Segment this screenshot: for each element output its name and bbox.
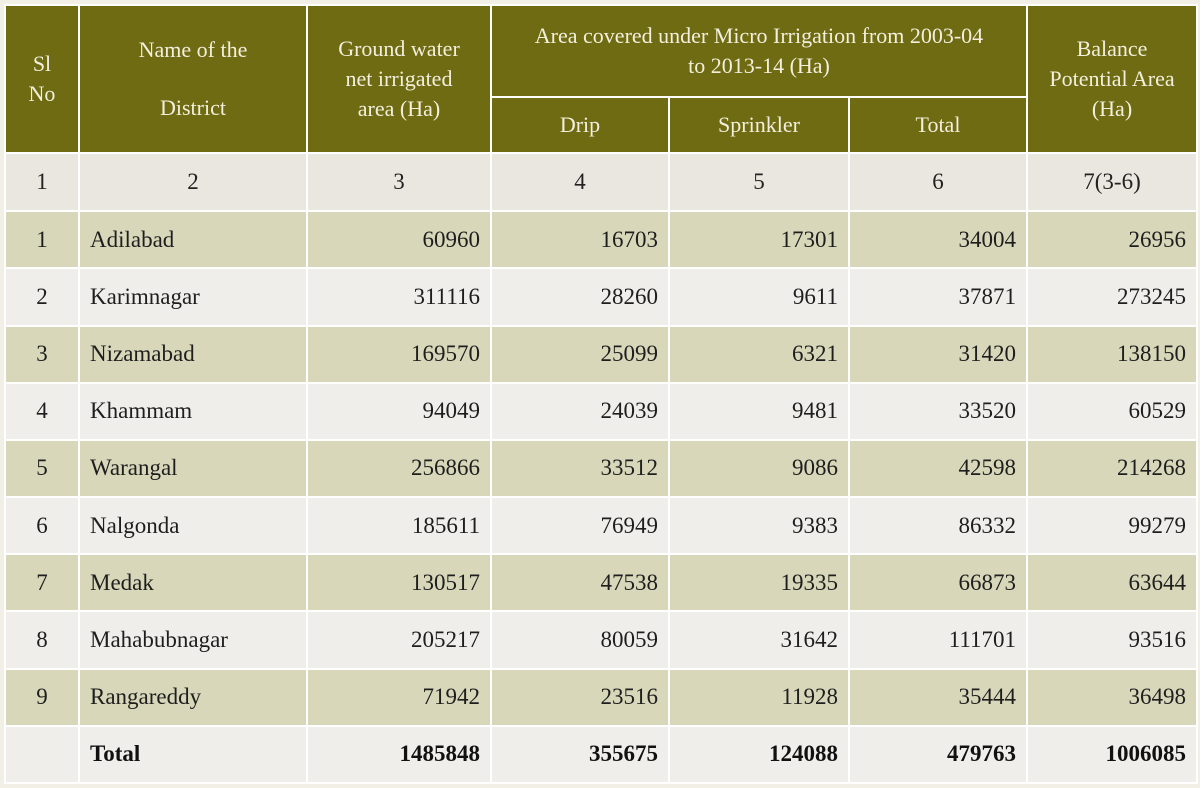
sprinkler-cell: 11928 bbox=[668, 667, 850, 727]
drip-cell: 23516 bbox=[490, 667, 670, 727]
drip-cell: 28260 bbox=[490, 267, 670, 327]
district-cell: Rangareddy bbox=[78, 667, 308, 727]
total-cell: 31420 bbox=[848, 324, 1028, 384]
sl-no-cell: 3 bbox=[4, 324, 80, 384]
drip-cell: 16703 bbox=[490, 210, 670, 270]
sl-no-cell: 8 bbox=[4, 610, 80, 670]
header-row-bottom: Drip Sprinkler Total bbox=[5, 96, 1197, 154]
totals-total: 479763 bbox=[848, 724, 1028, 785]
balance-cell: 26956 bbox=[1026, 210, 1198, 270]
sl-no-cell: 6 bbox=[4, 496, 80, 556]
drip-cell: 24039 bbox=[490, 381, 670, 441]
table-row: 1 Adilabad 60960 16703 17301 34004 26956 bbox=[4, 210, 1198, 270]
total-cell: 33520 bbox=[848, 381, 1028, 441]
table-row: 9 Rangareddy 71942 23516 11928 35444 364… bbox=[4, 667, 1198, 727]
balance-cell: 214268 bbox=[1026, 438, 1198, 499]
district-cell: Khammam bbox=[78, 381, 308, 441]
ground-water-cell: 185611 bbox=[306, 496, 492, 556]
table-row: 3 Nizamabad 169570 25099 6321 31420 1381… bbox=[4, 324, 1198, 384]
drip-cell: 80059 bbox=[490, 610, 670, 670]
balance-cell: 60529 bbox=[1026, 381, 1198, 441]
header-ground-water: Ground water net irrigated area (Ha) bbox=[306, 4, 492, 154]
sl-no-cell: 1 bbox=[4, 210, 80, 270]
header-district: Name of the District bbox=[78, 4, 308, 154]
totals-balance: 1006085 bbox=[1026, 724, 1198, 785]
ground-water-cell: 60960 bbox=[306, 210, 492, 270]
header-drip: Drip bbox=[490, 96, 670, 154]
district-cell: Adilabad bbox=[78, 210, 308, 270]
column-number: 4 bbox=[490, 151, 670, 213]
ground-water-cell: 94049 bbox=[306, 381, 492, 441]
column-number: 3 bbox=[306, 151, 492, 213]
balance-cell: 93516 bbox=[1026, 610, 1198, 670]
header-sl-no: Sl No bbox=[4, 4, 80, 154]
column-number-row: 1 2 3 4 5 6 7(3-6) bbox=[4, 151, 1198, 213]
balance-cell: 36498 bbox=[1026, 667, 1198, 727]
totals-ground-water: 1485848 bbox=[306, 724, 492, 785]
totals-drip: 355675 bbox=[490, 724, 670, 785]
balance-cell: 63644 bbox=[1026, 553, 1198, 613]
sprinkler-cell: 9086 bbox=[668, 438, 850, 499]
total-cell: 86332 bbox=[848, 496, 1028, 556]
ground-water-cell: 169570 bbox=[306, 324, 492, 384]
totals-sl-cell bbox=[4, 724, 80, 785]
column-number: 5 bbox=[668, 151, 850, 213]
header-total: Total bbox=[848, 96, 1028, 154]
column-number: 6 bbox=[848, 151, 1028, 213]
column-number: 2 bbox=[78, 151, 308, 213]
sl-no-cell: 5 bbox=[4, 438, 80, 499]
irrigation-table: Sl No Name of the District Ground water … bbox=[4, 4, 1198, 785]
ground-water-cell: 256866 bbox=[306, 438, 492, 499]
ground-water-cell: 71942 bbox=[306, 667, 492, 727]
district-cell: Nalgonda bbox=[78, 496, 308, 556]
table-row: 2 Karimnagar 311116 28260 9611 37871 273… bbox=[4, 267, 1198, 327]
table-row: 5 Warangal 256866 33512 9086 42598 21426… bbox=[4, 438, 1198, 499]
column-number: 1 bbox=[4, 151, 80, 213]
header-sprinkler: Sprinkler bbox=[668, 96, 850, 154]
sprinkler-cell: 9481 bbox=[668, 381, 850, 441]
header-micro-irrigation: Area covered under Micro Irrigation from… bbox=[490, 4, 1028, 98]
table-row: 8 Mahabubnagar 205217 80059 31642 111701… bbox=[4, 610, 1198, 670]
drip-cell: 25099 bbox=[490, 324, 670, 384]
balance-cell: 99279 bbox=[1026, 496, 1198, 556]
header-row-top: Sl No Name of the District Ground water … bbox=[4, 4, 1198, 154]
balance-cell: 138150 bbox=[1026, 324, 1198, 384]
drip-cell: 47538 bbox=[490, 553, 670, 613]
district-cell: Warangal bbox=[78, 438, 308, 499]
table-row: 6 Nalgonda 185611 76949 9383 86332 99279 bbox=[4, 496, 1198, 556]
totals-row: Total 1485848 355675 124088 479763 10060… bbox=[4, 724, 1198, 785]
totals-sprinkler: 124088 bbox=[668, 724, 850, 785]
total-cell: 35444 bbox=[848, 667, 1028, 727]
drip-cell: 76949 bbox=[490, 496, 670, 556]
table-row: 4 Khammam 94049 24039 9481 33520 60529 bbox=[4, 381, 1198, 441]
sprinkler-cell: 17301 bbox=[668, 210, 850, 270]
totals-label: Total bbox=[78, 724, 308, 785]
district-cell: Medak bbox=[78, 553, 308, 613]
district-cell: Mahabubnagar bbox=[78, 610, 308, 670]
drip-cell: 33512 bbox=[490, 438, 670, 499]
ground-water-cell: 205217 bbox=[306, 610, 492, 670]
balance-cell: 273245 bbox=[1026, 267, 1198, 327]
sl-no-cell: 4 bbox=[4, 381, 80, 441]
total-cell: 111701 bbox=[848, 610, 1028, 670]
sprinkler-cell: 9383 bbox=[668, 496, 850, 556]
header-balance: Balance Potential Area (Ha) bbox=[1026, 4, 1198, 154]
total-cell: 66873 bbox=[848, 553, 1028, 613]
district-cell: Karimnagar bbox=[78, 267, 308, 327]
column-number: 7(3-6) bbox=[1026, 151, 1198, 213]
total-cell: 37871 bbox=[848, 267, 1028, 327]
district-cell: Nizamabad bbox=[78, 324, 308, 384]
sl-no-cell: 2 bbox=[4, 267, 80, 327]
sprinkler-cell: 9611 bbox=[668, 267, 850, 327]
table-row: 7 Medak 130517 47538 19335 66873 63644 bbox=[4, 553, 1198, 613]
ground-water-cell: 130517 bbox=[306, 553, 492, 613]
total-cell: 42598 bbox=[848, 438, 1028, 499]
sprinkler-cell: 31642 bbox=[668, 610, 850, 670]
sl-no-cell: 7 bbox=[4, 553, 80, 613]
sprinkler-cell: 6321 bbox=[668, 324, 850, 384]
ground-water-cell: 311116 bbox=[306, 267, 492, 327]
total-cell: 34004 bbox=[848, 210, 1028, 270]
sl-no-cell: 9 bbox=[4, 667, 80, 727]
sprinkler-cell: 19335 bbox=[668, 553, 850, 613]
